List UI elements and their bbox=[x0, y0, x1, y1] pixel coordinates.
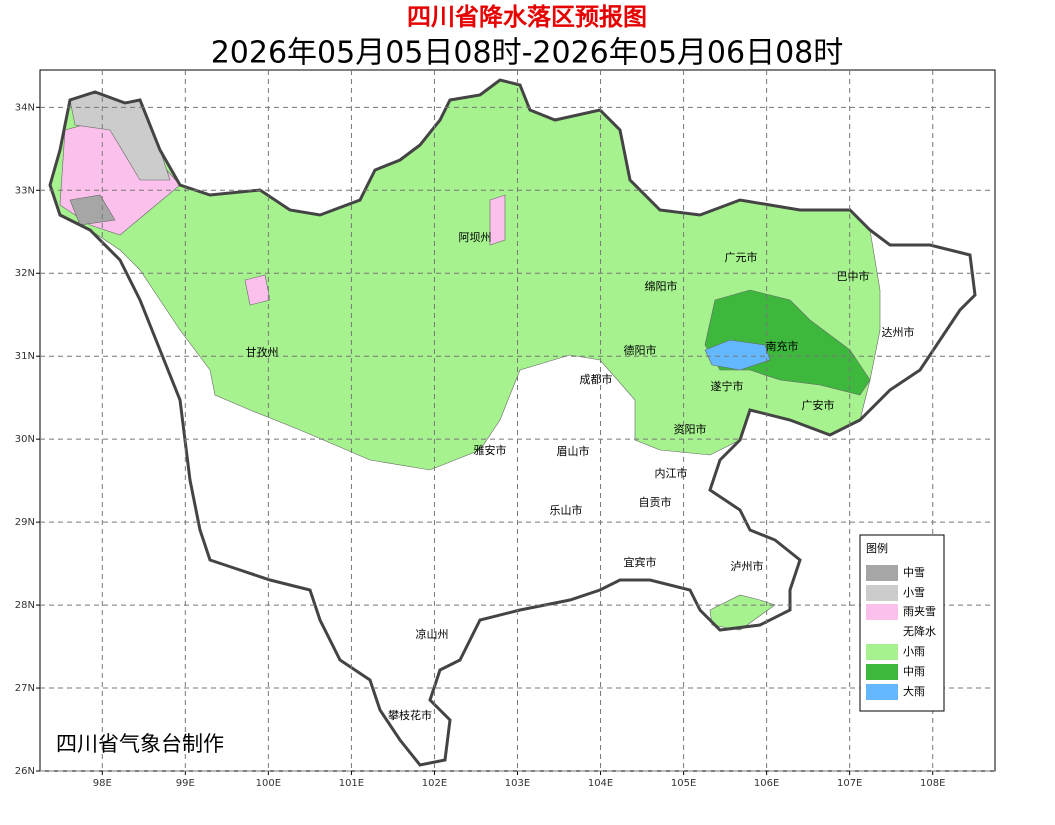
city-label: 遂宁市 bbox=[711, 379, 744, 393]
legend-swatch bbox=[866, 585, 898, 601]
title: 四川省降水落区预报图 bbox=[407, 3, 647, 31]
x-tick-label: 105E bbox=[671, 778, 696, 789]
x-tick-label: 103E bbox=[505, 778, 530, 789]
y-tick-label: 27N bbox=[15, 683, 35, 694]
city-label: 眉山市 bbox=[557, 444, 590, 458]
light-rain-area bbox=[709, 594, 776, 631]
sleet-area bbox=[489, 194, 506, 246]
city-label: 资阳市 bbox=[674, 422, 707, 436]
legend-swatch bbox=[866, 565, 898, 581]
province-border bbox=[48, 78, 977, 767]
x-tick-label: 108E bbox=[920, 778, 945, 789]
city-label: 雅安市 bbox=[474, 443, 507, 457]
y-tick-label: 31N bbox=[15, 351, 35, 362]
moderate-rain-area bbox=[704, 289, 871, 396]
city-label: 自贡市 bbox=[639, 495, 672, 509]
legend-label: 大雨 bbox=[903, 684, 925, 698]
legend-swatch bbox=[866, 684, 898, 700]
subtitle: 2026年05月05日08时-2026年05月06日08时 bbox=[211, 36, 844, 71]
y-tick-label: 32N bbox=[15, 268, 35, 279]
x-tick-label: 104E bbox=[588, 778, 613, 789]
legend-label: 无降水 bbox=[903, 624, 936, 638]
x-tick-label: 106E bbox=[754, 778, 779, 789]
city-label: 成都市 bbox=[580, 372, 613, 386]
city-label: 广元市 bbox=[725, 250, 758, 264]
legend-swatch bbox=[866, 644, 898, 660]
y-tick-label: 34N bbox=[15, 102, 35, 113]
x-tick-label: 102E bbox=[422, 778, 447, 789]
credit: 四川省气象台制作 bbox=[56, 732, 224, 756]
y-tick-label: 28N bbox=[15, 600, 35, 611]
city-label: 宜宾市 bbox=[624, 555, 657, 569]
city-label: 巴中市 bbox=[837, 269, 870, 283]
y-tick-label: 29N bbox=[15, 517, 35, 528]
y-tick-label: 33N bbox=[15, 185, 35, 196]
legend-label: 中雪 bbox=[903, 566, 925, 579]
city-label: 绵阳市 bbox=[645, 279, 678, 293]
city-label: 阿坝州 bbox=[459, 230, 492, 244]
legend-label: 小雪 bbox=[903, 586, 925, 599]
legend-swatch bbox=[866, 604, 898, 620]
legend-box bbox=[859, 534, 945, 712]
legend-swatch bbox=[866, 624, 898, 640]
x-tick-label: 101E bbox=[339, 778, 364, 789]
y-tick-label: 30N bbox=[15, 434, 35, 445]
legend-label: 中雨 bbox=[903, 665, 925, 678]
x-tick-label: 100E bbox=[256, 778, 281, 789]
legend-title: 图例 bbox=[866, 541, 888, 555]
city-label: 泸州市 bbox=[731, 559, 764, 573]
city-label: 攀枝花市 bbox=[388, 708, 432, 722]
x-tick-label: 107E bbox=[837, 778, 862, 789]
city-label: 内江市 bbox=[655, 466, 688, 480]
legend-label: 雨夹雪 bbox=[903, 605, 936, 618]
x-tick-label: 98E bbox=[93, 778, 112, 789]
moderate-snow-area bbox=[69, 194, 116, 226]
city-label: 凉山州 bbox=[416, 627, 449, 641]
legend-label: 小雨 bbox=[903, 645, 925, 658]
city-label: 甘孜州 bbox=[246, 345, 279, 359]
city-label: 德阳市 bbox=[624, 343, 657, 357]
city-label: 达州市 bbox=[882, 325, 915, 339]
sleet-area bbox=[244, 274, 271, 306]
y-tick-label: 26N bbox=[15, 766, 35, 777]
city-label: 广安市 bbox=[802, 398, 835, 412]
heavy-rain-area bbox=[704, 339, 771, 371]
x-tick-label: 99E bbox=[176, 778, 195, 789]
city-label: 南充市 bbox=[766, 339, 799, 353]
city-label: 乐山市 bbox=[550, 503, 583, 517]
legend-swatch bbox=[866, 664, 898, 680]
